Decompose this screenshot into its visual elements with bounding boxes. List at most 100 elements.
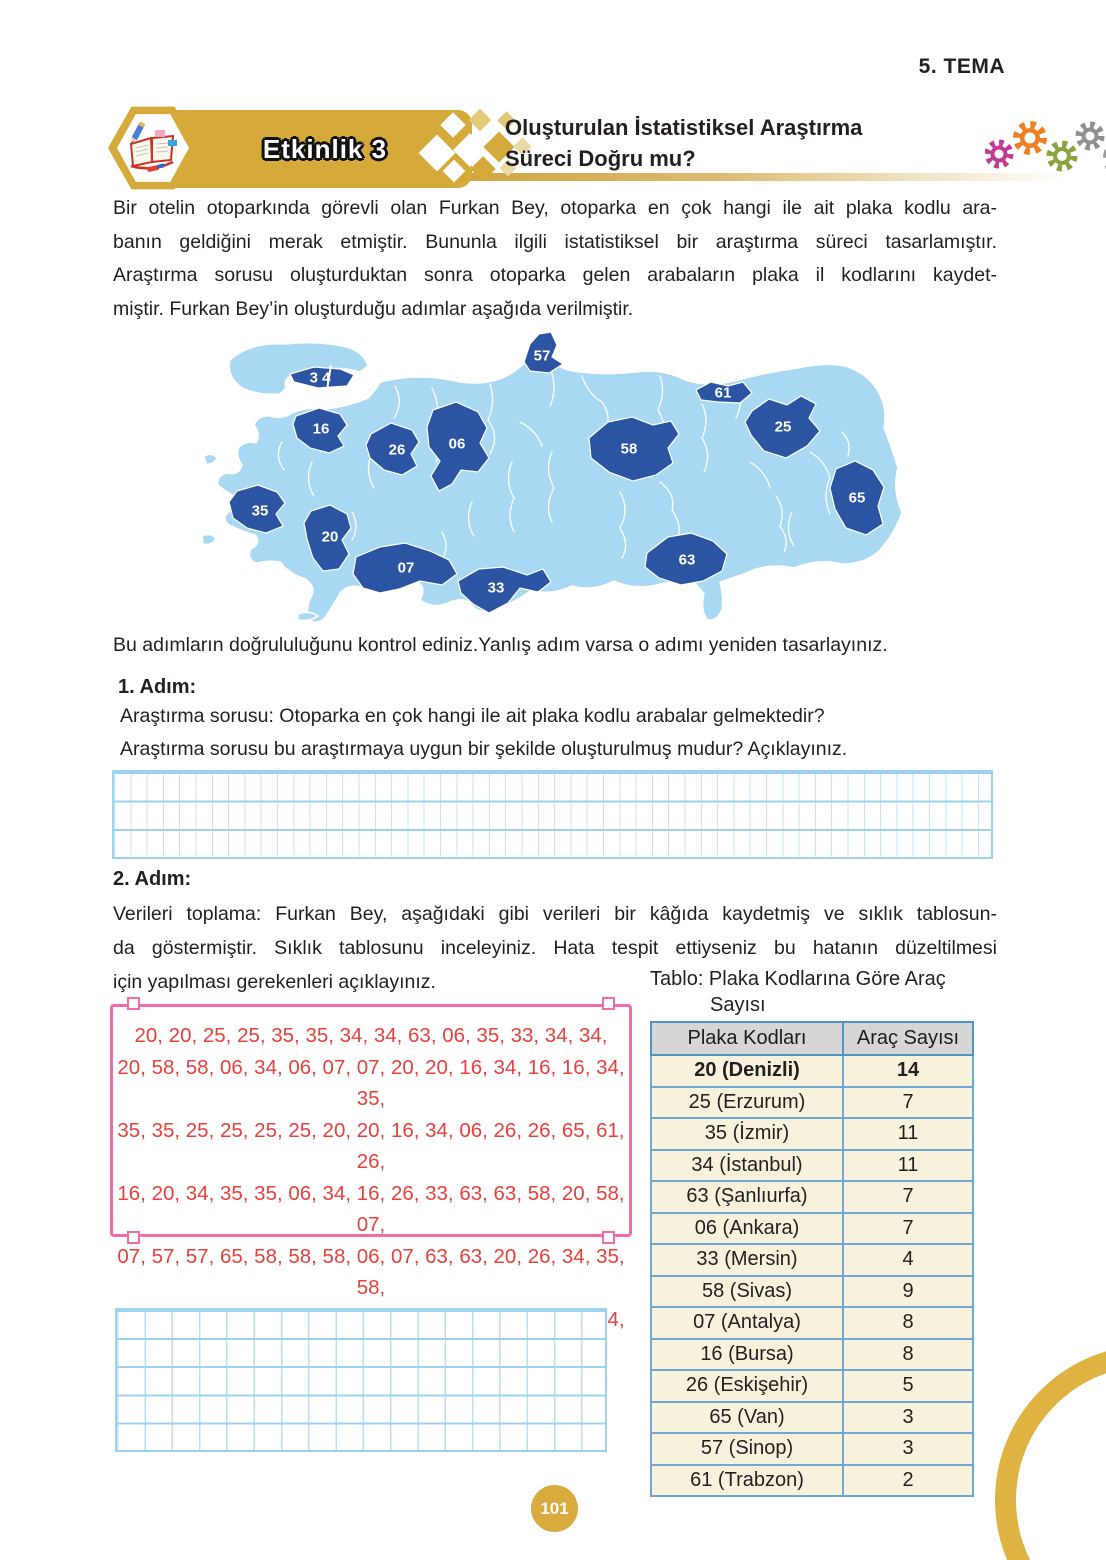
step2-line: Verileri toplama: Furkan Bey, aşağıdaki … xyxy=(113,903,997,925)
answer-grid-step2[interactable] xyxy=(115,1308,607,1452)
intro-line: miştir. Furkan Bey’in oluşturduğu adımla… xyxy=(113,297,634,320)
province-label: 06 xyxy=(449,436,466,453)
data-line: 20, 20, 25, 25, 35, 35, 34, 34, 63, 06, … xyxy=(134,1024,608,1047)
step1-question: Araştırma sorusu: Otoparka en çok hangi … xyxy=(120,705,825,727)
province-61 xyxy=(695,381,753,404)
province-65 xyxy=(829,460,885,536)
plate-code-cell: 34 (İstanbul) xyxy=(650,1148,844,1182)
vehicle-count-cell: 8 xyxy=(842,1337,974,1371)
table-row: 61 (Trabzon) 2 xyxy=(650,1463,974,1497)
turkey-map: 3 4 57 61 16 25 26 06 58 65 35 20 07 33 63 xyxy=(190,330,910,628)
header-gradient-bar xyxy=(430,173,1070,181)
step1-label: 1. Adım: xyxy=(118,676,197,698)
vehicle-count-cell: 11 xyxy=(842,1117,974,1151)
activity-title-line1: Oluşturulan İstatistiksel Araştırma xyxy=(505,115,863,140)
province-label: 26 xyxy=(389,442,406,459)
answer-grid-step1[interactable] xyxy=(112,770,993,859)
table-row: 26 (Eskişehir) 5 xyxy=(650,1369,974,1403)
vehicle-count-cell: 5 xyxy=(842,1369,974,1403)
table-row: 33 (Mersin) 4 xyxy=(650,1243,974,1277)
province-label: 25 xyxy=(775,419,792,436)
gears-decoration xyxy=(985,121,1106,172)
gear-icon-orange xyxy=(1013,121,1047,155)
plate-code-cell: 25 (Erzurum) xyxy=(650,1085,844,1119)
tema-heading: 5. TEMA xyxy=(918,55,1005,78)
gear-icon-gray xyxy=(1075,121,1105,151)
intro-line: Araştırma sorusu oluşturduktan sonra oto… xyxy=(113,264,997,287)
plate-code-cell: 58 (Sivas) xyxy=(650,1274,844,1308)
province-06 xyxy=(426,401,490,492)
table-row: 65 (Van) 3 xyxy=(650,1400,974,1434)
table-row: 07 (Antalya) 8 xyxy=(650,1306,974,1340)
gear-icon-magenta xyxy=(985,139,1014,169)
check-instruction: Bu adımların doğrululuğunu kontrol edini… xyxy=(113,634,888,656)
table-row: 63 (Şanlıurfa) 7 xyxy=(650,1180,974,1214)
plate-code-cell: 06 (Ankara) xyxy=(650,1211,844,1245)
province-label: 16 xyxy=(313,421,330,438)
frame-corner-ornament xyxy=(127,1231,140,1244)
step2-label: 2. Adım: xyxy=(113,868,192,890)
province-label: 63 xyxy=(679,552,696,569)
plate-code-cell: 57 (Sinop) xyxy=(650,1432,844,1466)
frequency-table: Plaka Kodları Araç Sayısı 20 (Denizli) 1… xyxy=(650,1021,974,1497)
vehicle-count-cell: 7 xyxy=(842,1180,974,1214)
province-33 xyxy=(457,566,552,614)
province-25 xyxy=(744,395,821,459)
vehicle-count-cell: 3 xyxy=(842,1400,974,1434)
intro-line: Bir otelin otoparkında görevli olan Furk… xyxy=(113,197,997,219)
frame-corner-ornament xyxy=(602,1231,615,1244)
province-20 xyxy=(303,504,352,572)
province-label: 57 xyxy=(534,348,551,365)
plate-code-cell: 63 (Şanlıurfa) xyxy=(650,1180,844,1214)
vehicle-count-cell: 4 xyxy=(842,1243,974,1277)
corner-ring-decoration xyxy=(995,1345,1106,1560)
table-caption: Tablo: Plaka Kodlarına Göre Araç Sayısı xyxy=(650,966,946,1018)
table-row: 16 (Bursa) 8 xyxy=(650,1337,974,1371)
gear-icon-green xyxy=(1046,140,1078,172)
pencil-icon xyxy=(131,122,146,145)
province-58 xyxy=(588,416,680,482)
plate-code-cell: 26 (Eskişehir) xyxy=(650,1369,844,1403)
activity-title: Oluşturulan İstatistiksel Araştırma Süre… xyxy=(505,112,985,174)
vehicle-count-cell: 2 xyxy=(842,1463,974,1497)
open-notebook xyxy=(129,122,177,172)
raw-data-box: 20, 20, 25, 25, 35, 35, 34, 34, 63, 06, … xyxy=(110,997,632,1394)
table-row: 35 (İzmir) 11 xyxy=(650,1117,974,1151)
table-header-row: Plaka Kodları Araç Sayısı xyxy=(650,1021,974,1056)
plate-code-cell: 16 (Bursa) xyxy=(650,1337,844,1371)
province-label: 58 xyxy=(621,441,638,458)
table-row: 57 (Sinop) 3 xyxy=(650,1432,974,1466)
activity-title-line2: Süreci Doğru mu? xyxy=(505,146,696,171)
vehicle-count-cell: 9 xyxy=(842,1274,974,1308)
data-line: 07, 57, 57, 65, 58, 58, 58, 06, 07, 63, … xyxy=(117,1244,625,1300)
vehicle-count-cell: 8 xyxy=(842,1306,974,1340)
activity-banner xyxy=(150,110,472,188)
step2-paragraph: Verileri toplama: Furkan Bey, aşağıdaki … xyxy=(113,897,997,999)
data-line: 35, 35, 25, 25, 25, 25, 20, 20, 16, 34, … xyxy=(117,1118,625,1174)
activity-badge-label: Etkinlik 3 xyxy=(262,134,388,164)
province-26 xyxy=(365,422,420,476)
table-row: 06 (Ankara) 7 xyxy=(650,1211,974,1245)
province-63 xyxy=(644,532,728,586)
plate-code-cell: 61 (Trabzon) xyxy=(650,1463,844,1497)
frame-corner-ornament xyxy=(602,997,615,1010)
province-label: 65 xyxy=(849,490,866,507)
vehicle-count-cell: 7 xyxy=(842,1085,974,1119)
table-row: 34 (İstanbul) 11 xyxy=(650,1148,974,1182)
vehicle-count-cell: 3 xyxy=(842,1432,974,1466)
province-57 xyxy=(523,331,565,374)
province-16 xyxy=(292,407,348,454)
province-label: 33 xyxy=(488,580,505,597)
frame-corner-ornament xyxy=(127,997,140,1010)
province-35 xyxy=(228,484,286,534)
vehicle-count-cell: 14 xyxy=(842,1054,974,1088)
page-number-badge: 101 xyxy=(531,1485,578,1532)
data-line: 20, 58, 58, 06, 34, 06, 07, 07, 20, 20, … xyxy=(117,1055,625,1111)
column-header-vehicle-count: Araç Sayısı xyxy=(842,1021,974,1056)
province-07 xyxy=(352,542,458,594)
column-header-plate-codes: Plaka Kodları xyxy=(650,1021,844,1056)
province-label: 20 xyxy=(322,529,339,546)
province-label: 61 xyxy=(715,385,732,402)
step2-line: da göstermiştir. Sıklık tablosunu incele… xyxy=(113,937,997,959)
